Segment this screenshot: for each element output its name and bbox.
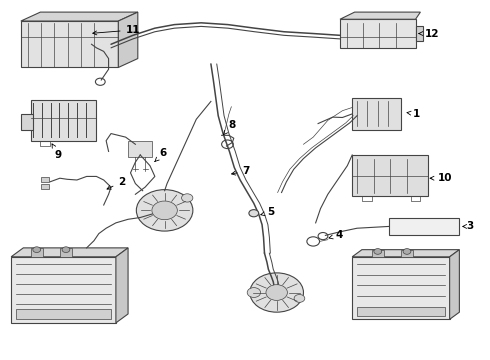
Text: 12: 12 [419, 28, 440, 39]
Circle shape [250, 273, 303, 312]
Polygon shape [352, 249, 460, 257]
Polygon shape [450, 249, 460, 319]
Circle shape [62, 247, 70, 252]
Text: 10: 10 [430, 173, 452, 183]
Circle shape [266, 285, 288, 300]
Bar [41, 177, 49, 182]
Text: 9: 9 [52, 144, 62, 160]
Circle shape [33, 247, 41, 252]
Bar [21, 21, 118, 67]
Text: 8: 8 [223, 120, 235, 135]
Text: 2: 2 [107, 177, 125, 189]
Text: 4: 4 [329, 230, 343, 240]
Bar [30, 100, 97, 141]
Bar [352, 155, 428, 196]
Polygon shape [30, 248, 43, 257]
Text: 6: 6 [155, 148, 167, 162]
Polygon shape [118, 12, 138, 67]
Bar [389, 217, 460, 235]
Circle shape [136, 190, 193, 231]
Bar [21, 114, 33, 130]
Polygon shape [116, 248, 128, 323]
Bar [352, 257, 450, 319]
Circle shape [249, 210, 259, 217]
Polygon shape [21, 12, 138, 21]
Polygon shape [60, 248, 72, 257]
Polygon shape [401, 249, 413, 257]
Bar [16, 309, 111, 319]
Bar [416, 26, 423, 41]
Text: 3: 3 [463, 221, 474, 231]
Bar [11, 257, 116, 323]
Circle shape [403, 249, 411, 254]
Bar [340, 19, 416, 48]
Bar [352, 98, 401, 130]
Polygon shape [372, 249, 384, 257]
Circle shape [182, 194, 193, 202]
Bar [357, 307, 445, 316]
Text: 5: 5 [261, 207, 274, 217]
Circle shape [247, 288, 261, 297]
Text: 1: 1 [407, 109, 420, 119]
Circle shape [294, 294, 305, 302]
Circle shape [152, 201, 177, 220]
Polygon shape [340, 12, 420, 19]
Circle shape [374, 249, 382, 254]
Polygon shape [11, 248, 128, 257]
Text: 7: 7 [232, 166, 250, 176]
Bar [128, 141, 152, 157]
Bar [41, 184, 49, 189]
Text: 11: 11 [93, 25, 140, 35]
